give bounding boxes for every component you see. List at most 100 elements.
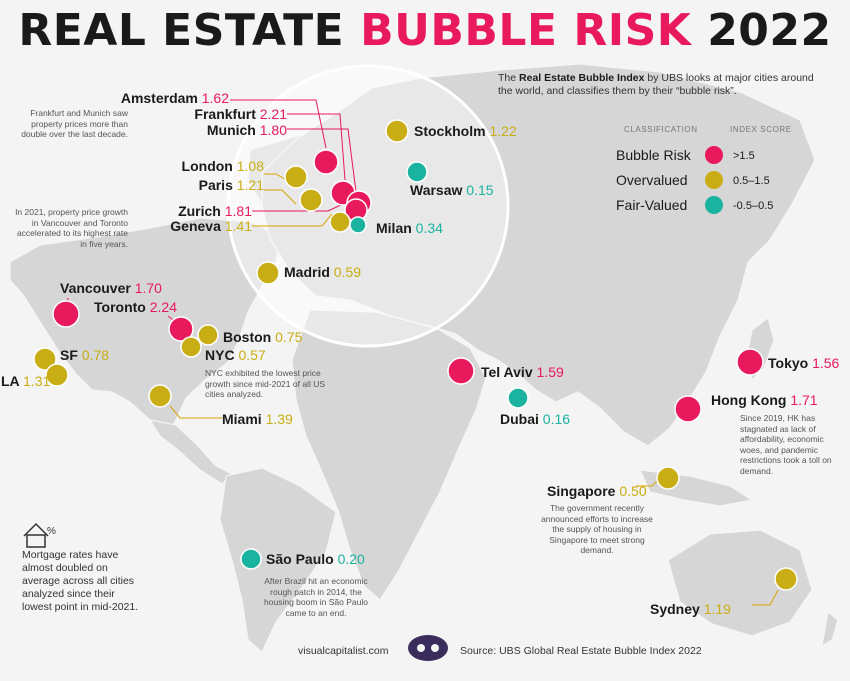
marker-s-o-paulo <box>240 548 262 570</box>
city-name-paris: Paris <box>198 177 237 193</box>
city-score-london: 1.08 <box>236 158 264 174</box>
marker-la <box>45 363 69 387</box>
title-part3: 2022 <box>707 5 832 56</box>
note-hong-kong: Since 2019, HK has stagnated as lack of … <box>740 413 832 476</box>
city-label-sydney: Sydney 1.19 <box>650 601 731 618</box>
note-frankfurt-munich: Frankfurt and Munich saw property prices… <box>21 108 128 139</box>
marker-dubai <box>507 387 529 409</box>
city-label-zurich: Zurich 1.81 <box>178 203 252 220</box>
city-name-hong-kong: Hong Kong <box>711 392 791 408</box>
city-name-singapore: Singapore <box>547 483 620 499</box>
intro-text: The Real Estate Bubble Index by UBS look… <box>498 72 818 98</box>
city-label-s-o-paulo: São Paulo 0.20 <box>266 551 365 568</box>
city-name-warsaw: Warsaw <box>410 182 467 198</box>
city-name-amsterdam: Amsterdam <box>120 90 202 106</box>
city-name-miami: Miami <box>222 411 266 427</box>
title-part2: BUBBLE RISK <box>360 5 692 56</box>
city-score-tokyo: 1.56 <box>812 355 840 371</box>
city-name-la: LA <box>1 373 24 389</box>
city-score-dubai: 0.16 <box>542 411 571 427</box>
marker-geneva <box>329 211 351 233</box>
footer-site: visualcapitalist.com <box>298 645 389 657</box>
legend-swatch-fair-valued <box>705 196 723 214</box>
legend-score-header: INDEX SCORE <box>730 125 792 134</box>
city-label-frankfurt: Frankfurt 2.21 <box>194 106 287 123</box>
geneva-leader <box>252 213 333 227</box>
city-score-nyc: 0.57 <box>238 347 266 363</box>
svg-text:%: % <box>47 526 56 537</box>
city-markers <box>33 119 798 591</box>
sydney-leader <box>752 589 779 606</box>
city-label-milan: Milan 0.34 <box>376 220 443 237</box>
legend-swatch-overvalued <box>705 171 723 189</box>
city-label-nyc: NYC 0.57 <box>205 347 266 364</box>
marker-paris <box>299 188 323 212</box>
note-vancouver-toronto: In 2021, property price growth in Vancou… <box>15 207 128 249</box>
city-score-la: 1.31 <box>23 373 51 389</box>
city-score-s-o-paulo: 0.20 <box>337 551 365 567</box>
city-label-paris: Paris 1.21 <box>199 177 264 194</box>
city-score-zurich: 1.81 <box>224 203 252 219</box>
marker-boston <box>197 324 219 346</box>
paris-leader <box>264 189 297 205</box>
city-score-tel-aviv: 1.59 <box>536 364 564 380</box>
visual-capitalist-logo-icon <box>408 635 448 661</box>
north-america-landmass <box>9 217 281 433</box>
africa-landmass <box>291 309 487 601</box>
city-label-tokyo: Tokyo 1.56 <box>768 355 839 372</box>
city-score-warsaw: 0.15 <box>466 182 494 198</box>
marker-tel-aviv <box>447 357 475 385</box>
city-name-sydney: Sydney <box>650 601 704 617</box>
marker-miami <box>148 384 172 408</box>
city-name-nyc: NYC <box>205 347 239 363</box>
city-label-singapore: Singapore 0.50 <box>547 483 647 500</box>
city-score-munich: 1.80 <box>259 122 287 138</box>
city-name-tokyo: Tokyo <box>768 355 813 371</box>
city-score-boston: 0.75 <box>275 329 303 345</box>
new-zealand-landmass <box>821 610 839 648</box>
city-name-tel-aviv: Tel Aviv <box>481 364 537 380</box>
city-label-vancouver: Vancouver 1.70 <box>60 280 162 297</box>
marker-sf <box>33 347 57 371</box>
marker-hong-kong <box>674 395 702 423</box>
city-label-tel-aviv: Tel Aviv 1.59 <box>481 364 564 381</box>
city-label-warsaw: Warsaw 0.15 <box>410 182 494 199</box>
marker-vancouver <box>52 300 80 328</box>
city-label-boston: Boston 0.75 <box>223 329 302 346</box>
city-name-frankfurt: Frankfurt <box>194 106 260 122</box>
city-name-london: London <box>181 158 237 174</box>
city-name-vancouver: Vancouver <box>60 280 135 296</box>
marker-madrid <box>256 261 280 285</box>
city-name-s-o-paulo: São Paulo <box>266 551 338 567</box>
south-america-landmass <box>219 467 337 653</box>
marker-sydney <box>774 567 798 591</box>
intro-post: by UBS looks at major cities around the … <box>498 72 814 97</box>
title-part1: REAL ESTATE <box>18 5 345 56</box>
legend-classification-header: CLASSIFICATION <box>624 125 698 134</box>
city-label-toronto: Toronto 2.24 <box>94 299 177 316</box>
city-label-munich: Munich 1.80 <box>207 122 287 139</box>
intro-bold: Real Estate Bubble Index <box>519 72 645 84</box>
marker-singapore <box>656 466 680 490</box>
city-label-hong-kong: Hong Kong 1.71 <box>711 392 818 409</box>
zurich-leader <box>252 202 346 212</box>
city-score-madrid: 0.59 <box>333 264 362 280</box>
city-score-vancouver: 1.70 <box>134 280 162 296</box>
legend-label-bubble-risk: Bubble Risk <box>616 147 691 163</box>
footer-source: Source: UBS Global Real Estate Bubble In… <box>460 645 702 657</box>
europe-asia-landmass <box>261 63 816 447</box>
legend-swatch-bubble-risk <box>705 146 723 164</box>
legend-label-fair-valued: Fair-Valued <box>616 197 688 213</box>
note-nyc: NYC exhibited the lowest price growth si… <box>205 368 326 399</box>
central-america-landmass <box>148 419 234 485</box>
city-label-madrid: Madrid 0.59 <box>284 264 361 281</box>
marker-toronto <box>168 316 194 342</box>
city-label-amsterdam: Amsterdam 1.62 <box>121 90 229 107</box>
marker-london <box>284 165 308 189</box>
note-mortgage: Mortgage rates have almost doubled on av… <box>22 549 139 613</box>
city-score-hong-kong: 1.71 <box>790 392 818 408</box>
city-name-milan: Milan <box>376 220 416 236</box>
city-name-boston: Boston <box>223 329 276 345</box>
marker-tokyo <box>736 348 764 376</box>
